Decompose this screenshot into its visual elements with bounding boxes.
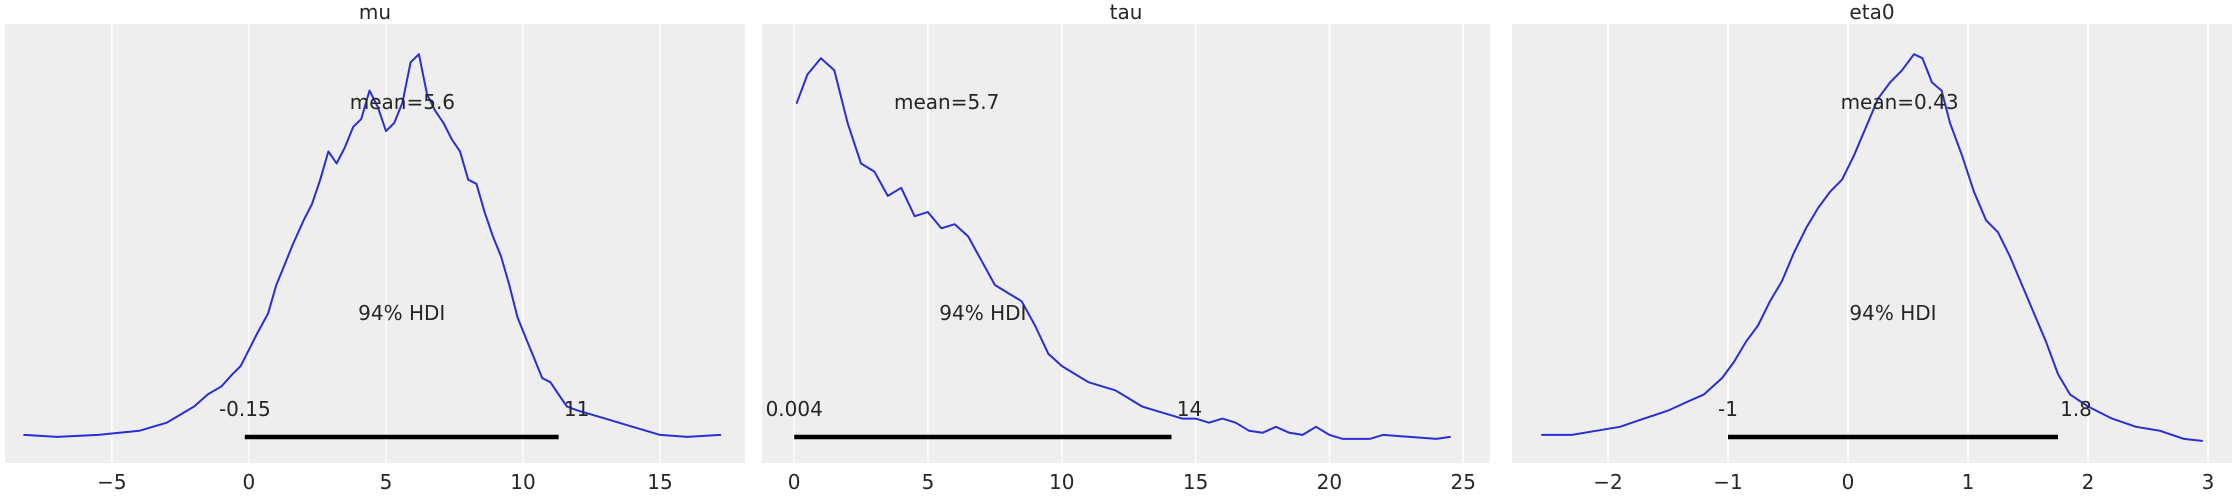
- panel-eta0: −2 −1 0 1 2 3 eta0 mean=0.43 94% HDI -1 1.8: [1512, 0, 2232, 494]
- x-tick-label: 15: [647, 470, 672, 494]
- x-tick-label: −2: [1593, 470, 1622, 494]
- density-line: [23, 53, 722, 438]
- x-tick-label: 1: [1962, 470, 1975, 494]
- mean-label: mean=5.7: [894, 90, 999, 114]
- hdi-label: 94% HDI: [358, 301, 445, 325]
- density-line: [1541, 53, 2203, 442]
- x-tick-label: 0: [243, 470, 256, 494]
- x-tick-label: 0: [788, 470, 801, 494]
- hdi-label: 94% HDI: [1849, 301, 1936, 325]
- x-tick-label: 0: [1842, 470, 1855, 494]
- hdi-label: 94% HDI: [939, 301, 1026, 325]
- panel-title: eta0: [1849, 0, 1894, 24]
- x-tick-label: 5: [380, 470, 393, 494]
- x-tick-label: −1: [1713, 470, 1742, 494]
- hdi-low-label: -0.15: [219, 397, 271, 421]
- x-tick-label: 10: [1049, 470, 1074, 494]
- panel-title: mu: [359, 0, 391, 24]
- mean-label: mean=5.6: [350, 90, 455, 114]
- hdi-high-label: 11: [564, 397, 589, 421]
- density-line: [795, 57, 1451, 440]
- panel-background: [1512, 24, 2232, 463]
- x-tick-label: 20: [1317, 470, 1342, 494]
- x-tick-label: 2: [2082, 470, 2095, 494]
- x-tick-label: −5: [97, 470, 126, 494]
- panel-title: tau: [1110, 0, 1143, 24]
- hdi-low-label: 0.004: [766, 397, 823, 421]
- panel-mu: −5 0 5 10 15 mu mean=5.6 94% HDI -0.15 11: [5, 0, 745, 494]
- x-tick-label: 15: [1183, 470, 1208, 494]
- hdi-high-label: 14: [1177, 397, 1202, 421]
- panel-background: [762, 24, 1490, 463]
- x-tick-label: 10: [510, 470, 535, 494]
- panel-tau: 0 5 10 15 20 25 tau mean=5.7 94% HDI 0.004 14: [762, 0, 1490, 494]
- x-tick-label: 5: [922, 470, 935, 494]
- x-tick-label: 25: [1451, 470, 1476, 494]
- x-tick-label: 3: [2202, 470, 2215, 494]
- hdi-high-label: 1.8: [2060, 397, 2092, 421]
- hdi-low-label: -1: [1718, 397, 1738, 421]
- panel-background: [5, 24, 745, 463]
- mean-label: mean=0.43: [1841, 90, 1959, 114]
